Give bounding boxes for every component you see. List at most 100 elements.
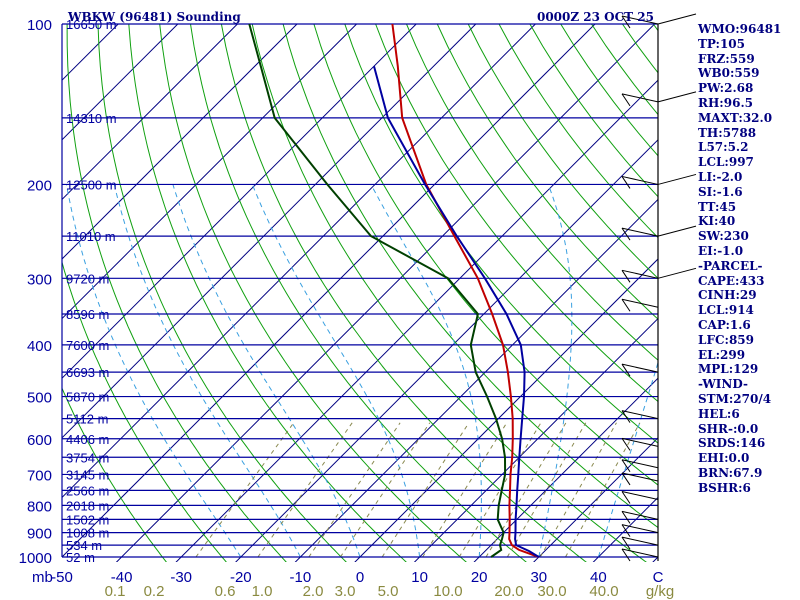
dry-adiabat <box>406 24 658 361</box>
sounding-index: SW:230 <box>698 229 749 244</box>
temperature-tick-label: -50 <box>51 569 73 586</box>
height-label: 5870 m <box>66 390 109 405</box>
sounding-index: TH:5788 <box>698 125 757 140</box>
wind-barb <box>621 536 659 546</box>
wind-barb-flag <box>621 227 631 241</box>
isotherm-line <box>62 24 417 379</box>
temperature-tick-label: 30 <box>530 569 547 586</box>
sounding-index: MAXT:32.0 <box>698 110 773 125</box>
dry-adiabat <box>220 24 587 562</box>
moist-adiabat <box>538 184 573 558</box>
pressure-label: 900 <box>27 526 52 543</box>
sounding-index: LFC:859 <box>698 332 754 347</box>
height-label: 16650 m <box>66 17 117 32</box>
chart-title-left: WBKW (96481) Sounding <box>67 10 241 24</box>
dry-adiabat <box>467 24 658 279</box>
isotherm-line <box>62 24 596 558</box>
wind-barb-flag <box>621 548 631 562</box>
height-label: 14310 m <box>66 111 117 126</box>
isotherm-line <box>62 24 179 141</box>
height-label: 3145 m <box>66 467 109 482</box>
isotherm-line <box>62 24 536 499</box>
dry-adiabat <box>375 24 658 403</box>
dry-adiabat <box>251 24 647 562</box>
wind-barb-flag <box>621 410 631 423</box>
pressure-label: 300 <box>27 271 52 288</box>
temperature-unit-label: C <box>653 569 664 586</box>
moist-adiabat <box>172 184 361 558</box>
wind-barb-flag <box>621 93 631 107</box>
sounding-index: SRDS:146 <box>698 436 766 451</box>
mixing-ratio-label: 0.6 <box>215 583 236 600</box>
wind-barb <box>621 298 659 308</box>
wind-barb-flag <box>621 299 631 312</box>
dry-adiabat <box>159 24 467 562</box>
mixing-ratio-line <box>458 422 542 558</box>
wind-barb-flag <box>621 536 631 550</box>
chart-title-right: 0000Z 23 OCT 25 <box>537 10 654 24</box>
isotherm-line <box>533 437 658 562</box>
wind-barb <box>621 524 659 534</box>
wind-barb-right <box>657 173 697 185</box>
temperature-tick-label: 0 <box>356 569 364 586</box>
sounding-index: WB0:559 <box>698 66 760 81</box>
sounding-index: RH:96.5 <box>698 95 753 110</box>
profile-temperature <box>391 24 540 558</box>
height-label: 2566 m <box>66 483 109 498</box>
isotherm-line <box>62 24 238 201</box>
moist-adiabat <box>251 184 421 558</box>
pressure-label: 800 <box>27 498 52 515</box>
height-label: 534 m <box>66 538 102 553</box>
profile-dewpoint <box>248 24 507 558</box>
sounding-index: EI:-1.0 <box>698 243 744 258</box>
height-label: 9720 m <box>66 271 109 286</box>
height-label: 3754 m <box>66 450 109 465</box>
temperature-tick-label: 20 <box>471 569 488 586</box>
wind-barb <box>621 472 659 482</box>
temperature-tick-label: -20 <box>230 569 252 586</box>
wind-barb-flag <box>621 438 631 451</box>
sounding-indices-panel: WMO:96481 TP:105 FRZ:559 WB0:559 PW:2.68 RH:9… <box>698 22 798 496</box>
sounding-index: CAPE:433 <box>698 273 765 288</box>
mixing-ratio-line <box>506 422 587 558</box>
chart-grid <box>62 24 658 562</box>
height-label: 1502 m <box>66 512 109 527</box>
wind-barb <box>621 490 659 500</box>
mixing-ratio-label: 20.0 <box>494 583 523 600</box>
sounding-index: -WIND- <box>698 377 748 392</box>
dry-adiabat <box>97 24 347 562</box>
height-label: 6693 m <box>66 365 109 380</box>
mixing-ratio-label: 10.0 <box>433 583 462 600</box>
wind-barbs <box>621 13 697 562</box>
moist-adiabat <box>370 184 482 558</box>
pressure-label: 500 <box>27 390 52 407</box>
mixing-ratio-line <box>539 422 617 558</box>
isotherm-line <box>354 258 658 562</box>
sounding-index: WMO:96481 <box>698 22 782 36</box>
wind-barb <box>621 363 659 373</box>
mixing-ratio-label: 5.0 <box>378 583 399 600</box>
wind-barb-flag <box>621 472 631 486</box>
isotherm-line <box>473 377 658 562</box>
sounding-index: TT:45 <box>698 199 737 214</box>
wind-barb <box>621 459 659 469</box>
height-label: 5112 m <box>66 412 108 427</box>
moist-adiabat <box>66 184 242 558</box>
mixing-ratio-label: 3.0 <box>335 583 356 600</box>
sounding-index: EHI:0.0 <box>698 451 750 466</box>
isotherm-line <box>235 139 658 562</box>
wind-barb-flag <box>621 491 631 504</box>
temperature-tick-label: 40 <box>590 569 607 586</box>
isotherm-line <box>115 24 655 562</box>
isotherm-line <box>62 24 298 260</box>
sounding-index: KI:40 <box>698 214 736 229</box>
wind-barb <box>621 548 659 558</box>
dry-adiabat <box>128 24 407 562</box>
wind-barb <box>621 269 659 279</box>
wind-barb-flag <box>621 363 631 377</box>
pressure-label: 400 <box>27 338 52 355</box>
isobar-lines <box>61 23 659 561</box>
sounding-index: LI:-2.0 <box>698 169 743 184</box>
mixing-ratio-line <box>422 422 508 558</box>
